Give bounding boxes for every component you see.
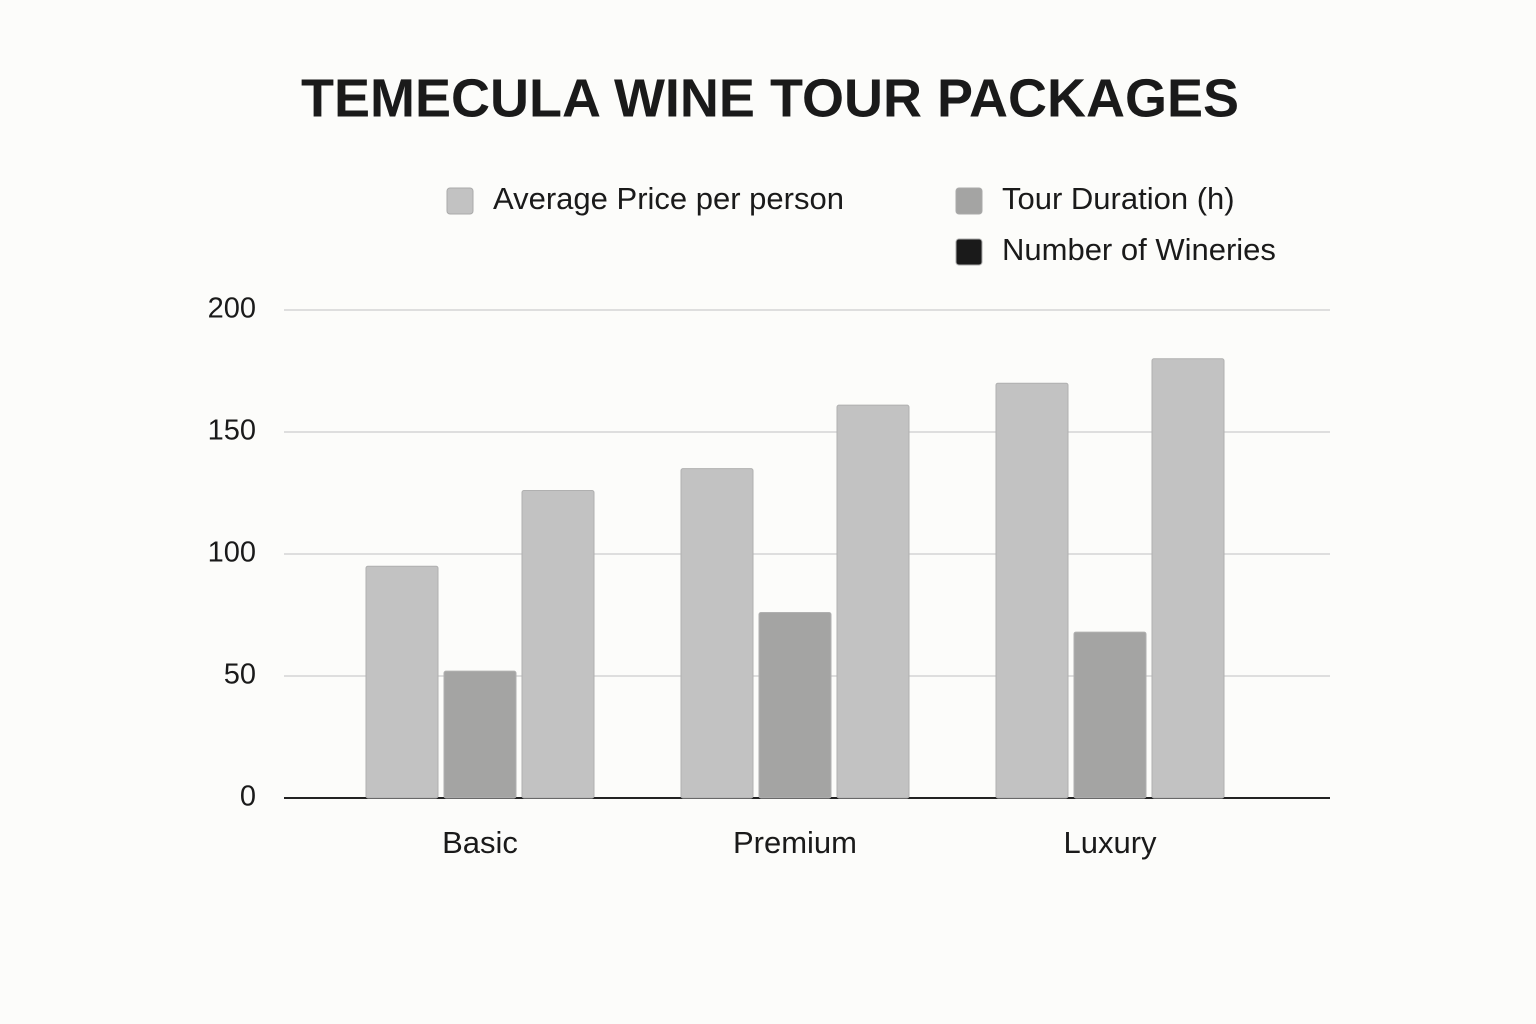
legend-swatch [955,187,983,215]
legend-label: Number of Wineries [1002,232,1276,267]
legend-swatch [446,187,474,215]
bar [1073,631,1147,799]
bar [365,565,439,799]
x-tick-label: Basic [442,825,518,860]
y-tick-label: 100 [208,537,256,569]
bar [758,612,832,799]
chart-title: TEMECULA WINE TOUR PACKAGES [301,68,1239,128]
y-tick-label: 200 [208,293,256,325]
y-tick-label: 150 [208,415,256,447]
bar [521,490,595,799]
bar [1151,358,1225,799]
bar [836,404,910,799]
x-tick-label: Luxury [1063,825,1157,860]
legend-label: Average Price per person [493,181,844,216]
y-tick-label: 0 [240,781,256,813]
bar [443,670,517,799]
y-tick-label: 50 [224,659,256,691]
x-tick-label: Premium [733,825,857,860]
legend-label: Tour Duration (h) [1002,181,1235,216]
legend-swatch [955,238,983,266]
bar [680,468,754,799]
bar [995,382,1069,799]
